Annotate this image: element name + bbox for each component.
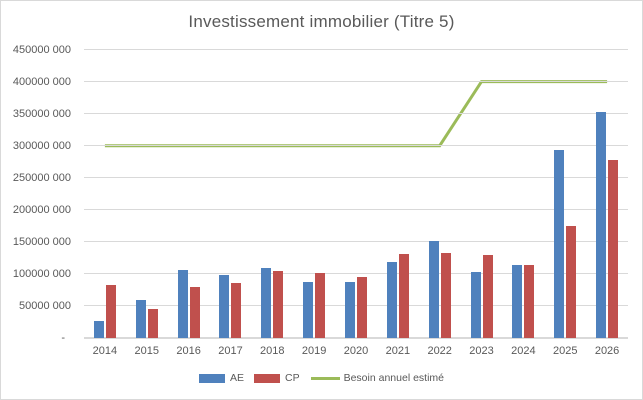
bar-ae-2026 (596, 111, 607, 338)
legend-swatch-cp (254, 373, 280, 383)
bar-ae-2021 (386, 262, 397, 338)
y-axis-tick-label: - (61, 332, 65, 344)
legend-item-ae: AE (198, 372, 244, 384)
bar-cp-2016 (189, 286, 200, 338)
gridline (84, 305, 628, 307)
legend-label: Besoin annuel estimé (343, 372, 444, 384)
bar-ae-2022 (428, 240, 439, 338)
x-axis-tick-label: 2023 (469, 345, 494, 357)
legend-label: AE (229, 372, 244, 384)
bar-ae-2020 (345, 281, 355, 338)
bar-cp-2017 (231, 282, 242, 338)
bar-ae-2023 (470, 271, 481, 338)
x-axis-tick-label: 2016 (176, 345, 201, 357)
y-axis-tick-label: 150000 000 (12, 235, 71, 248)
x-axis-tick-label: 2025 (552, 345, 578, 357)
bar-ae-2018 (261, 267, 272, 338)
gridline (84, 273, 628, 275)
y-axis-tick-label: 450000 000 (12, 43, 71, 56)
bar-ae-2014 (93, 320, 104, 338)
bar-ae-2019 (303, 281, 314, 338)
gridline (84, 209, 628, 211)
bar-ae-2017 (219, 274, 230, 338)
legend-item-cp: CP (254, 372, 300, 384)
bar-ae-2015 (135, 299, 146, 338)
gridline (84, 81, 628, 83)
bar-cp-2014 (105, 284, 116, 338)
x-axis-tick-label: 2026 (594, 345, 620, 357)
gridline (84, 177, 628, 179)
x-axis-tick-label: 2024 (511, 345, 536, 357)
x-axis-tick-label: 2020 (343, 345, 369, 357)
x-axis-tick-label: 2017 (218, 345, 243, 357)
y-axis-tick-label: 50000 000 (19, 299, 71, 312)
legend-swatch-besoin-annuel-estimé (310, 376, 340, 380)
gridline (84, 49, 628, 51)
x-axis-tick-label: 2021 (385, 345, 411, 357)
bar-ae-2024 (512, 264, 523, 338)
legend: AE CP Besoin annuel estimé (1, 372, 642, 384)
bar-cp-2021 (398, 254, 409, 338)
bar-cp-2025 (566, 225, 577, 338)
bar-cp-2023 (482, 254, 493, 338)
legend-swatch-ae (198, 373, 225, 383)
gridline (84, 113, 628, 115)
x-axis-tick-label: 2014 (92, 345, 118, 357)
bar-ae-2016 (177, 270, 188, 338)
legend-label: CP (285, 372, 300, 384)
bar-cp-2026 (608, 159, 619, 338)
chart-title: Investissement immobilier (Titre 5) (188, 12, 455, 31)
y-axis-tick-label: 100000 000 (12, 267, 71, 280)
x-axis-line (84, 337, 628, 339)
x-axis-tick-label: 2018 (260, 345, 285, 357)
bar-cp-2015 (147, 309, 158, 338)
x-axis-tick-label: 2022 (427, 345, 452, 357)
bar-cp-2019 (315, 273, 326, 338)
y-axis-tick-label: 300000 000 (12, 139, 71, 152)
y-axis-tick-label: 400000 000 (12, 75, 71, 88)
bar-ae-2025 (554, 149, 565, 338)
gridline (84, 241, 628, 243)
bar-cp-2024 (524, 264, 535, 338)
y-axis-tick-label: 200000 000 (12, 203, 71, 216)
bar-cp-2020 (357, 277, 367, 338)
bar-cp-2018 (273, 271, 284, 338)
y-axis-tick-label: 350000 000 (12, 107, 71, 120)
y-axis-tick-label: 250000 000 (12, 171, 71, 184)
bar-cp-2022 (440, 252, 451, 338)
gridline (84, 145, 628, 147)
x-axis-tick-label: 2015 (134, 345, 160, 357)
x-axis-tick-label: 2019 (301, 345, 327, 357)
legend-item-besoin-annuel-estimé: Besoin annuel estimé (310, 372, 444, 384)
